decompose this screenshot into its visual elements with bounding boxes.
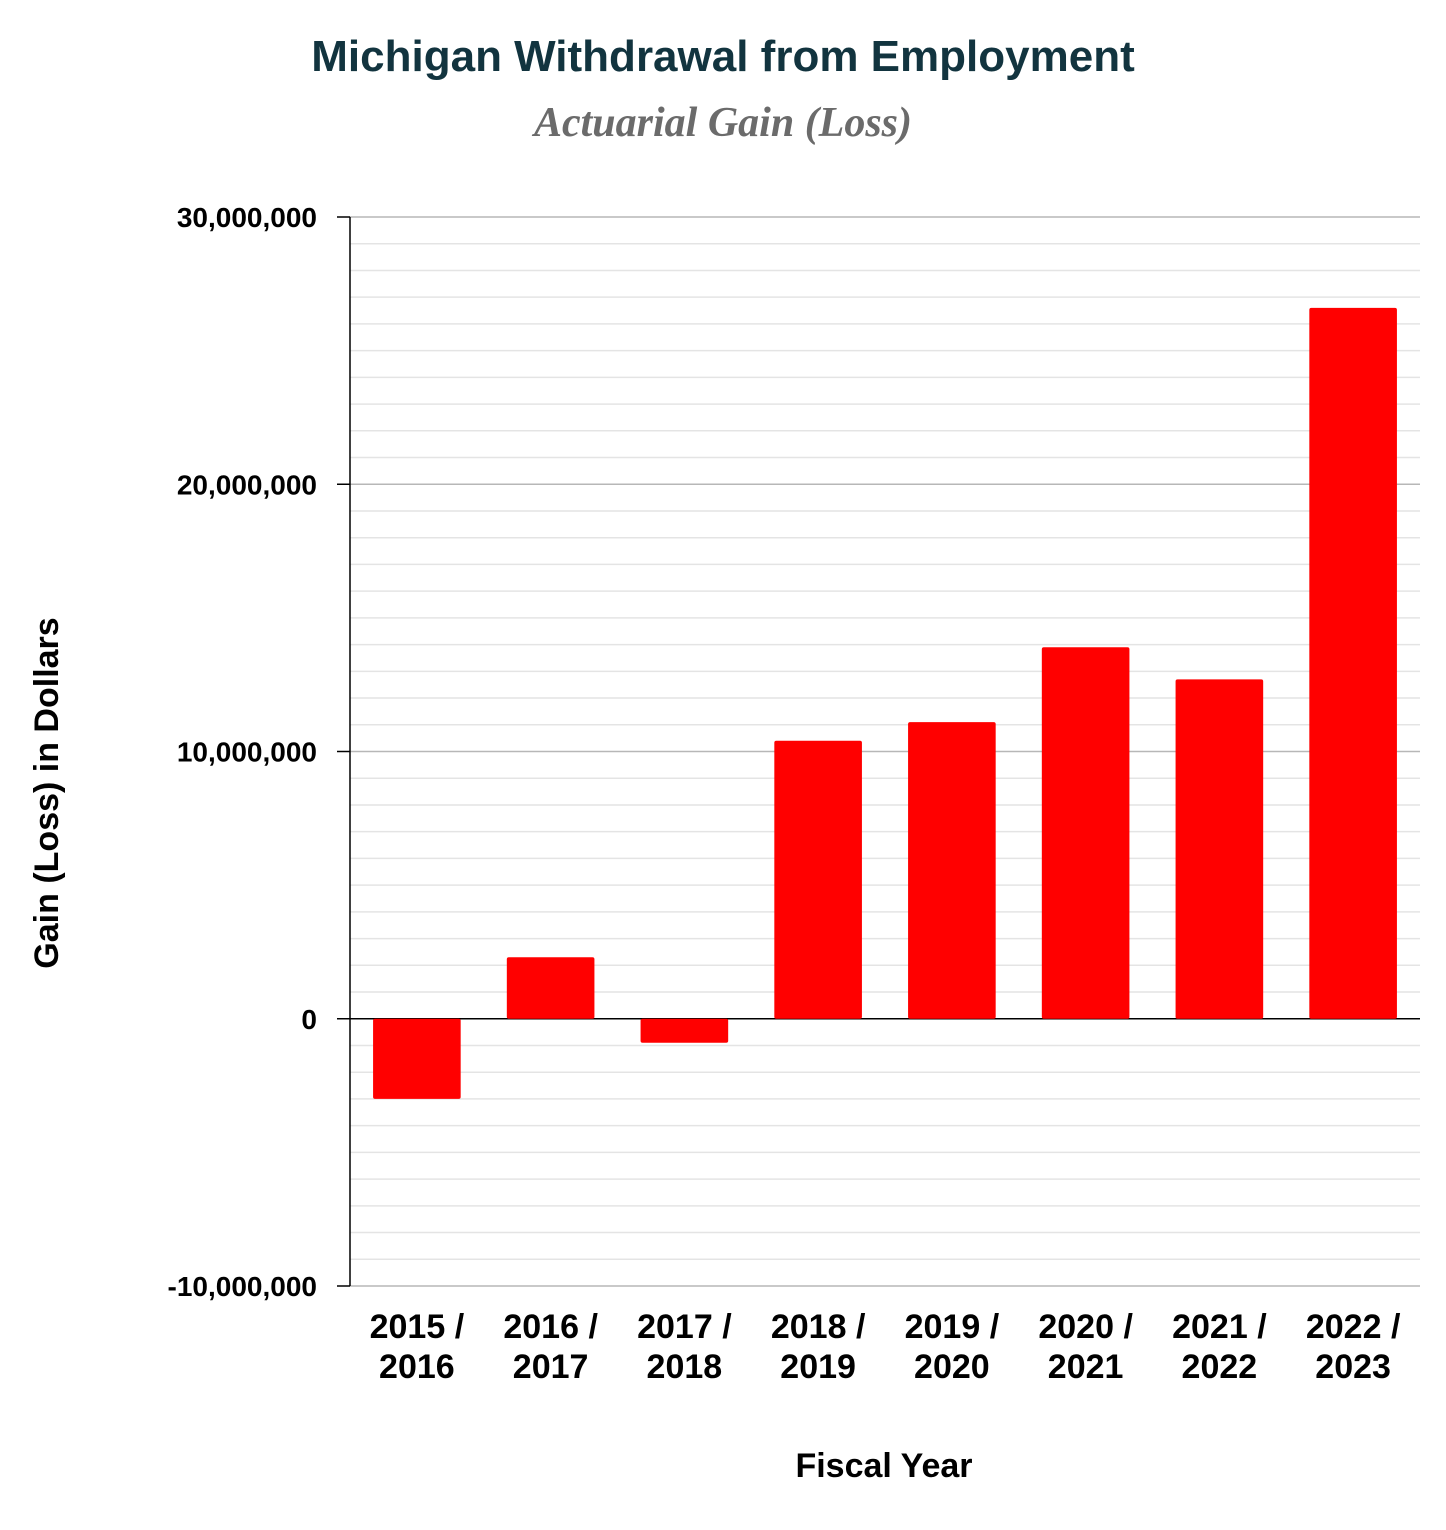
x-tick-label: 2019 /2020 [905,1308,1000,1386]
y-axis-title: Gain (Loss) in Dollars [28,617,66,968]
bar [1175,679,1264,1019]
y-tick-label: 20,000,000 [177,469,317,500]
bar [640,1018,729,1043]
chart-subtitle: Actuarial Gain (Loss) [531,100,912,146]
x-tick-label: 2018 /2019 [771,1308,866,1386]
x-tick-label: 2015 /2016 [370,1308,465,1386]
bar [1309,307,1397,1019]
bar [774,740,862,1019]
x-tick-label: 2016 /2017 [503,1308,598,1386]
y-tick-labels: -10,000,000 0 10,000,000 20,000,000 30,000,0… [168,202,317,1302]
bar [908,722,996,1019]
x-tick-label: 2017 /2018 [637,1308,732,1386]
axes [337,216,351,1287]
x-tick-label: 2021 /2022 [1172,1308,1267,1386]
y-tick-label: 10,000,000 [177,737,317,768]
bar [506,957,595,1019]
y-tick-label: -10,000,000 [168,1271,317,1302]
y-tick-label: 0 [301,1004,317,1035]
bar [1041,647,1130,1019]
y-tick-label: 30,000,000 [177,202,317,233]
x-axis-title: Fiscal Year [795,1447,972,1485]
chart-title: Michigan Withdrawal from Employment [311,32,1135,81]
x-tick-label: 2022 /2023 [1306,1308,1401,1386]
bar [373,1018,461,1099]
bar-series [373,307,1397,1099]
x-tick-labels: 2015 /2016 2016 /2017 2017 /2018 2018 /2019… [370,1308,1401,1386]
x-tick-label: 2020 /2021 [1038,1308,1133,1386]
